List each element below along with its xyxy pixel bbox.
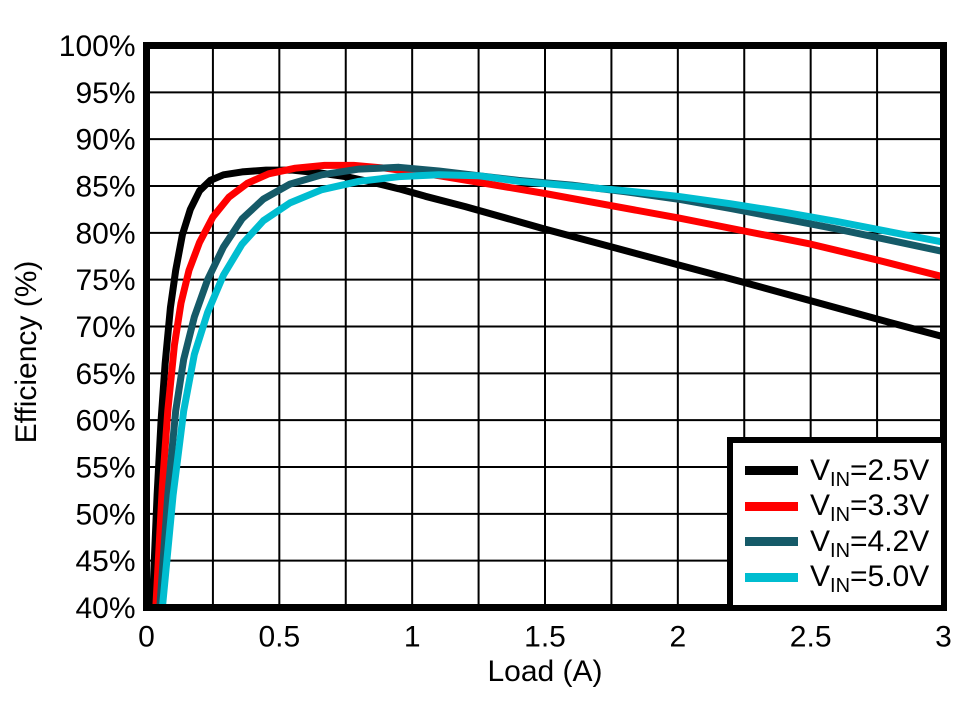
- legend-item-vin-4-2v: VIN=4.2V: [733, 524, 941, 562]
- y-tick-label: 85%: [75, 171, 135, 204]
- y-tick-label: 60%: [75, 405, 135, 438]
- x-tick-label: 1.5: [524, 621, 566, 654]
- legend-label-vin-2-5v: VIN=2.5V: [810, 453, 930, 491]
- x-tick-label: 1: [404, 621, 421, 654]
- x-tick-label: 2: [669, 621, 686, 654]
- x-tick-label: 0: [138, 621, 155, 654]
- legend-swatch-vin-4-2v: [745, 537, 798, 547]
- x-tick-label: 3: [935, 621, 952, 654]
- series-line-vin-4-2v: [156, 163, 945, 608]
- y-tick-label: 90%: [75, 124, 135, 157]
- y-tick-label: 80%: [75, 217, 135, 250]
- y-tick-label: 75%: [75, 264, 135, 297]
- y-tick-label: 50%: [75, 498, 135, 531]
- plot-frame: [143, 42, 947, 611]
- legend-label-vin-5-0v: VIN=5.0V: [810, 560, 930, 598]
- tick-labels: 40% 45% 50% 55% 60% 65% 70% 75% 80% 85% 90% 95% 100%…: [59, 30, 952, 654]
- y-tick-label: 40%: [75, 592, 135, 625]
- legend-item-vin-2-5v: VIN=2.5V: [733, 453, 941, 491]
- y-tick-label: 100%: [59, 30, 136, 63]
- legend-label-vin-3-3v: VIN=3.3V: [810, 489, 930, 527]
- legend-item-vin-3-3v: VIN=3.3V: [733, 489, 941, 525]
- y-tick-label: 45%: [75, 545, 135, 578]
- series-lines: [148, 161, 945, 608]
- legend-label-vin-4-2v: VIN=4.2V: [810, 524, 930, 562]
- y-tick-label: 95%: [75, 77, 135, 110]
- y-tick-label: 65%: [75, 358, 135, 391]
- legend-swatch-vin-3-3v: [745, 501, 798, 511]
- x-tick-label: 0.5: [258, 621, 300, 654]
- legend-item-vin-5-0v: VIN=5.0V: [733, 560, 941, 596]
- legend-swatch-vin-5-0v: [745, 572, 798, 582]
- legend: VIN=2.5V VIN=3.3V VIN=4.2V VIN=5.0V: [727, 437, 947, 611]
- series-line-vin-5-0v: [158, 171, 945, 608]
- x-tick-label: 2.5: [790, 621, 832, 654]
- x-axis-title: Load (A): [487, 655, 603, 688]
- series-line-vin-3-3v: [152, 161, 945, 608]
- y-tick-label: 55%: [75, 452, 135, 485]
- y-axis-title: Efficiency (%): [10, 260, 43, 444]
- legend-swatch-vin-2-5v: [745, 466, 798, 476]
- y-tick-label: 70%: [75, 311, 135, 344]
